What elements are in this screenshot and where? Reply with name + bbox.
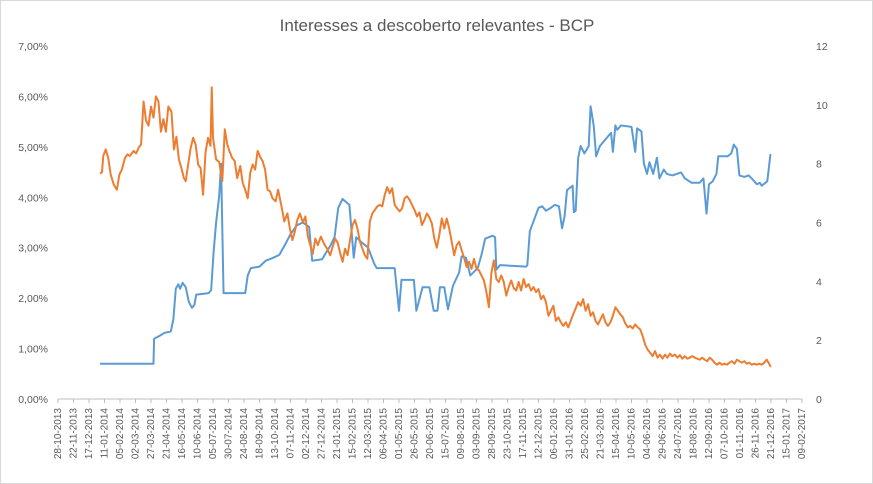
x-tick-label: 10-06-2014	[193, 408, 204, 460]
x-tick-label: 06-01-2016	[549, 408, 560, 460]
x-tick-label: 12-03-2015	[363, 408, 374, 460]
x-tick-label: 30-07-2014	[224, 408, 235, 460]
x-tick-label: 06-04-2015	[379, 408, 390, 460]
series-line-1	[99, 105, 772, 365]
x-tick-label: 24-07-2016	[673, 408, 684, 460]
x-tick-label: 11-01-2014	[100, 408, 111, 459]
x-tick-label: 13-10-2014	[270, 408, 281, 460]
x-tick-label: 16-05-2014	[177, 408, 188, 460]
x-tick-label: 25-02-2016	[580, 408, 591, 460]
y-right-tick-label: 2	[816, 335, 822, 347]
x-tick-label: 17-11-2015	[518, 408, 529, 459]
x-tick-label: 28-09-2015	[487, 408, 498, 460]
x-tick-label: 27-12-2014	[317, 408, 328, 460]
x-tick-label: 09-02-2017	[797, 408, 808, 460]
x-tick-label: 05-02-2014	[115, 408, 126, 460]
x-tick-label: 21-12-2016	[766, 408, 777, 460]
chart-title: Interesses a descoberto relevantes - BCP	[280, 16, 595, 35]
y-left-tick-label: 1,00%	[18, 344, 48, 356]
x-tick-label: 28-10-2013	[53, 408, 64, 460]
y-right-tick-label: 10	[816, 100, 828, 112]
x-tick-label: 07-10-2016	[720, 408, 731, 460]
x-tick-label: 22-11-2013	[69, 408, 80, 459]
y-right-tick-label: 0	[816, 394, 822, 406]
y-left-tick-label: 7,00%	[18, 41, 48, 53]
axes: 0,00% 1,00% 2,00% 3,00% 4,00% 5,00% 6,00% 7,00%…	[18, 41, 828, 459]
x-tick-label: 12-09-2016	[704, 408, 715, 460]
x-tick-label: 15-04-2016	[611, 408, 622, 460]
x-tick-label: 17-12-2013	[84, 408, 95, 460]
x-tick-label: 18-09-2014	[255, 408, 266, 460]
y-right-tick-label: 8	[816, 159, 822, 171]
x-tick-label: 21-01-2015	[332, 408, 343, 460]
x-tick-label: 26-11-2016	[751, 408, 762, 459]
x-tick-label: 29-06-2016	[658, 408, 669, 460]
y-left-tick-label: 4,00%	[18, 192, 48, 204]
x-tick-label: 02-12-2014	[301, 408, 312, 460]
y-left-tick-label: 0,00%	[18, 394, 48, 406]
y-right-tick-label: 6	[816, 218, 822, 230]
x-tick-label: 21-03-2016	[596, 408, 607, 460]
x-tick-label: 21-04-2014	[162, 408, 173, 460]
x-tick-label: 15-02-2015	[348, 408, 359, 460]
x-tick-label: 26-05-2015	[410, 408, 421, 460]
x-tick-label: 20-06-2015	[425, 408, 436, 460]
y-left-tick-label: 2,00%	[18, 293, 48, 305]
y-left-tick-label: 3,00%	[18, 243, 48, 255]
x-tick-label: 01-11-2016	[735, 408, 746, 459]
x-tick-label: 10-05-2016	[627, 408, 638, 460]
x-tick-label: 18-08-2016	[689, 408, 700, 460]
x-tick-label: 02-03-2014	[131, 408, 142, 460]
x-tick-label: 12-12-2015	[534, 408, 545, 460]
x-tick-label: 05-07-2014	[208, 408, 219, 460]
x-tick-label: 31-01-2016	[565, 408, 576, 460]
y-left-tick-label: 5,00%	[18, 142, 48, 154]
y-right-tick-label: 4	[816, 276, 822, 288]
series-lines	[99, 86, 772, 368]
x-tick-label: 15-01-2017	[782, 408, 793, 460]
x-tick-label: 15-07-2015	[441, 408, 452, 460]
x-tick-label: 24-08-2014	[239, 408, 250, 460]
x-tick-label: 07-11-2014	[286, 408, 297, 459]
series-line-2	[99, 86, 772, 368]
x-tick-label: 04-06-2016	[642, 408, 653, 460]
y-left-tick-label: 6,00%	[18, 91, 48, 103]
x-tick-label: 01-05-2015	[394, 408, 405, 460]
x-tick-label: 27-03-2014	[146, 408, 157, 460]
x-tick-label: 23-10-2015	[503, 408, 514, 460]
y-right-tick-label: 12	[816, 41, 828, 53]
x-tick-label: 09-08-2015	[456, 408, 467, 460]
x-tick-label: 03-09-2015	[472, 408, 483, 460]
